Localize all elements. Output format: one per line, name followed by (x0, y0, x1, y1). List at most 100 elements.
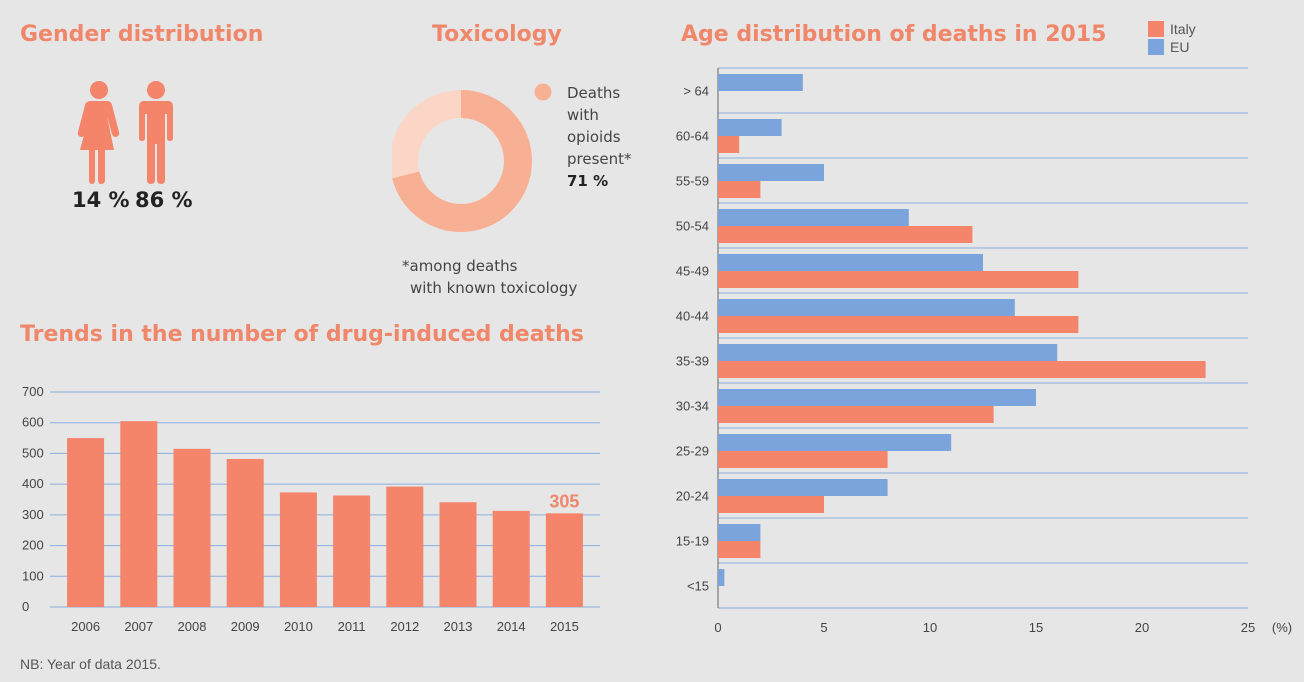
x-tick-label: 5 (820, 620, 827, 635)
x-tick-label: 2006 (71, 619, 100, 634)
bar (386, 486, 424, 607)
legend-eu: EU (1148, 38, 1196, 56)
bar (120, 421, 158, 607)
bar-italy (718, 406, 994, 423)
x-tick-label: 2009 (231, 619, 260, 634)
x-tick-label: 2011 (338, 619, 366, 634)
y-tick-label: 60-64 (676, 129, 709, 144)
legend-line: with (567, 106, 599, 124)
bar (492, 510, 530, 607)
legend-eu-label: EU (1170, 39, 1190, 55)
bar-italy (718, 361, 1206, 378)
y-tick-label: <15 (687, 579, 709, 594)
x-tick-label: 0 (714, 620, 721, 635)
y-tick-label: 30-34 (676, 399, 709, 414)
bar-value-label: 305 (549, 491, 579, 511)
y-tick-label: 0 (22, 599, 29, 614)
data-note: NB: Year of data 2015. (20, 656, 161, 672)
female-icon (77, 81, 120, 184)
y-tick-label: 15-19 (676, 534, 709, 549)
bar-eu (718, 569, 725, 586)
footnote-line: *among deaths (402, 257, 518, 275)
bar-eu (718, 209, 909, 226)
toxicology-footnote: *among deaths with known toxicology (402, 255, 577, 299)
y-tick-label: 100 (22, 568, 44, 583)
y-tick-label: 20-24 (676, 489, 709, 504)
age-legend: Italy EU (1148, 20, 1196, 56)
y-tick-label: 700 (22, 384, 44, 399)
gender-title: Gender distribution (20, 22, 264, 47)
x-tick-label: 2008 (178, 619, 207, 634)
toxicology-legend: Deaths with opioids present* 71 % (567, 82, 632, 192)
male-icon (139, 81, 173, 184)
bar-italy (718, 496, 824, 513)
bar-eu (718, 119, 782, 136)
bar-eu (718, 389, 1036, 406)
x-tick-label: 2010 (284, 619, 313, 634)
bar (173, 448, 211, 607)
bar-eu (718, 74, 803, 91)
bar-eu (718, 254, 983, 271)
x-tick-label: 25 (1241, 620, 1255, 635)
x-tick-label: 2012 (390, 619, 419, 634)
bar-italy (718, 226, 973, 243)
legend-italy: Italy (1148, 20, 1196, 38)
male-percent: 86 % (135, 188, 193, 212)
y-tick-label: 600 (22, 415, 44, 430)
x-unit-label: (%) (1272, 620, 1292, 635)
toxicology-donut (392, 90, 532, 232)
x-tick-label: 10 (923, 620, 937, 635)
legend-line: present* (567, 150, 632, 168)
y-tick-label: 45-49 (676, 264, 709, 279)
bar (67, 438, 105, 607)
x-tick-label: 15 (1029, 620, 1043, 635)
legend-line: Deaths (567, 84, 621, 102)
y-tick-label: 500 (22, 445, 44, 460)
bar (279, 492, 317, 607)
y-tick-label: 55-59 (676, 174, 709, 189)
bar-eu (718, 344, 1058, 361)
bar-eu (718, 299, 1015, 316)
bar-italy (718, 316, 1079, 333)
opioid-percent: 71 % (567, 172, 609, 190)
bar-eu (718, 524, 761, 541)
bar (226, 458, 264, 607)
y-tick-label: 50-54 (676, 219, 709, 234)
y-tick-label: 400 (22, 476, 44, 491)
bar-italy (718, 541, 761, 558)
y-tick-label: 40-44 (676, 309, 709, 324)
legend-eu-swatch (1148, 39, 1164, 55)
toxicology-title: Toxicology (432, 22, 562, 47)
bar (545, 513, 583, 607)
age-chart: > 64 60-64 55-59 50-54 45-49 40-44 35-39 30-34 2… (676, 67, 1292, 635)
trends-title: Trends in the number of drug-induced dea… (20, 322, 584, 347)
y-tick-label: 300 (22, 507, 44, 522)
x-tick-label: 2007 (124, 619, 153, 634)
trend-chart: 0 100 200 300 400 500 600 700 2006 2007 2008 2009 20… (22, 384, 600, 634)
x-tick-label: 2013 (444, 619, 473, 634)
bar-eu (718, 434, 952, 451)
y-tick-label: 25-29 (676, 444, 709, 459)
y-tick-label: > 64 (683, 84, 709, 99)
y-tick-label: 35-39 (676, 354, 709, 369)
donut-opioids (392, 90, 532, 232)
bar (439, 502, 477, 607)
bar-italy (718, 181, 761, 198)
x-tick-label: 2014 (497, 619, 526, 634)
x-tick-label: 20 (1135, 620, 1149, 635)
age-title: Age distribution of deaths in 2015 (681, 22, 1107, 47)
footnote-line: with known toxicology (410, 279, 578, 297)
x-tick-label: 2015 (550, 619, 579, 634)
legend-italy-label: Italy (1170, 21, 1196, 37)
legend-line: opioids (567, 128, 621, 146)
y-tick-label: 200 (22, 538, 44, 553)
female-percent: 14 % (72, 188, 130, 212)
legend-italy-swatch (1148, 21, 1164, 37)
bar-eu (718, 479, 888, 496)
bar-italy (718, 136, 740, 153)
bar-italy (718, 451, 888, 468)
bar-italy (718, 271, 1079, 288)
legend-dot (534, 83, 552, 101)
bar (333, 495, 371, 607)
bar-eu (718, 164, 824, 181)
